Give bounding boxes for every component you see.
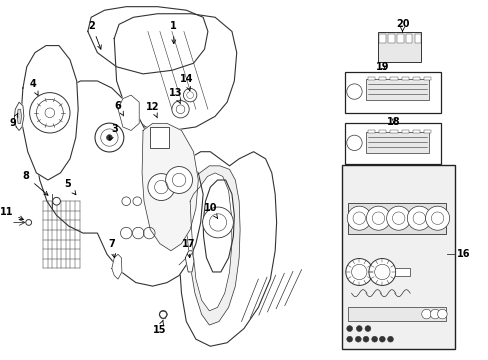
Text: 12: 12 [145, 103, 159, 118]
Text: 16: 16 [456, 249, 470, 259]
Circle shape [183, 88, 197, 102]
Bar [150, 127, 168, 148]
Bar [366, 132, 428, 153]
Text: 9: 9 [9, 113, 18, 129]
Text: 17: 17 [181, 239, 195, 258]
Polygon shape [22, 46, 78, 180]
Circle shape [368, 258, 395, 285]
Circle shape [346, 336, 352, 342]
Bar [342, 165, 454, 349]
Bar [344, 72, 440, 113]
Circle shape [345, 258, 372, 285]
Circle shape [159, 311, 167, 318]
Bar [347, 307, 446, 321]
Circle shape [379, 336, 385, 342]
Circle shape [437, 309, 447, 319]
Text: 1: 1 [170, 21, 177, 44]
Circle shape [171, 100, 189, 118]
Bar [367, 77, 374, 80]
Polygon shape [114, 14, 236, 130]
Text: 14: 14 [179, 74, 193, 91]
Text: 10: 10 [203, 203, 217, 219]
Bar [367, 130, 374, 133]
Polygon shape [190, 173, 231, 311]
Circle shape [202, 207, 233, 238]
Text: 4: 4 [29, 80, 38, 95]
Circle shape [425, 206, 448, 230]
Bar [377, 32, 420, 62]
Circle shape [429, 309, 439, 319]
Bar [401, 77, 408, 80]
Circle shape [356, 326, 362, 332]
Text: 2: 2 [88, 21, 101, 49]
Bar [389, 130, 397, 133]
Bar [387, 34, 394, 43]
Bar [414, 34, 420, 43]
Bar [396, 34, 403, 43]
Circle shape [421, 309, 430, 319]
Polygon shape [169, 152, 276, 346]
Text: 11: 11 [0, 207, 23, 220]
Bar [389, 77, 397, 80]
Bar [347, 203, 446, 234]
Circle shape [45, 108, 55, 118]
Polygon shape [118, 95, 139, 130]
Circle shape [363, 336, 368, 342]
Circle shape [53, 197, 61, 205]
Bar [379, 34, 386, 43]
Polygon shape [14, 102, 24, 130]
Circle shape [386, 206, 410, 230]
Bar [378, 130, 386, 133]
Bar [412, 77, 419, 80]
Text: 6: 6 [115, 101, 123, 116]
Circle shape [30, 93, 70, 133]
Polygon shape [88, 7, 207, 74]
Polygon shape [183, 166, 240, 325]
Bar [366, 79, 428, 100]
Circle shape [355, 336, 361, 342]
Bar [401, 130, 408, 133]
Text: 20: 20 [395, 19, 408, 32]
Text: 5: 5 [63, 179, 76, 195]
Polygon shape [185, 251, 194, 272]
Circle shape [366, 206, 390, 230]
Circle shape [371, 336, 377, 342]
Polygon shape [203, 180, 234, 272]
Circle shape [346, 326, 352, 332]
Text: 18: 18 [386, 117, 400, 127]
Circle shape [346, 206, 370, 230]
Polygon shape [112, 254, 122, 279]
Circle shape [106, 135, 112, 140]
Bar [423, 77, 430, 80]
Circle shape [407, 206, 430, 230]
Bar [405, 34, 412, 43]
Text: 7: 7 [108, 239, 116, 258]
Text: 3: 3 [109, 124, 118, 140]
Circle shape [165, 167, 192, 193]
Text: 13: 13 [169, 88, 182, 104]
Circle shape [26, 220, 32, 225]
Polygon shape [35, 81, 203, 286]
Text: 19: 19 [375, 62, 388, 72]
Text: 15: 15 [152, 320, 166, 335]
Bar [394, 268, 409, 275]
Polygon shape [17, 109, 21, 123]
Circle shape [387, 336, 392, 342]
Circle shape [364, 326, 370, 332]
Text: 8: 8 [23, 171, 48, 195]
Polygon shape [142, 123, 198, 251]
Circle shape [147, 174, 174, 201]
Bar [378, 77, 386, 80]
Bar [423, 130, 430, 133]
Bar [412, 130, 419, 133]
Bar [344, 123, 440, 164]
Circle shape [95, 123, 123, 152]
